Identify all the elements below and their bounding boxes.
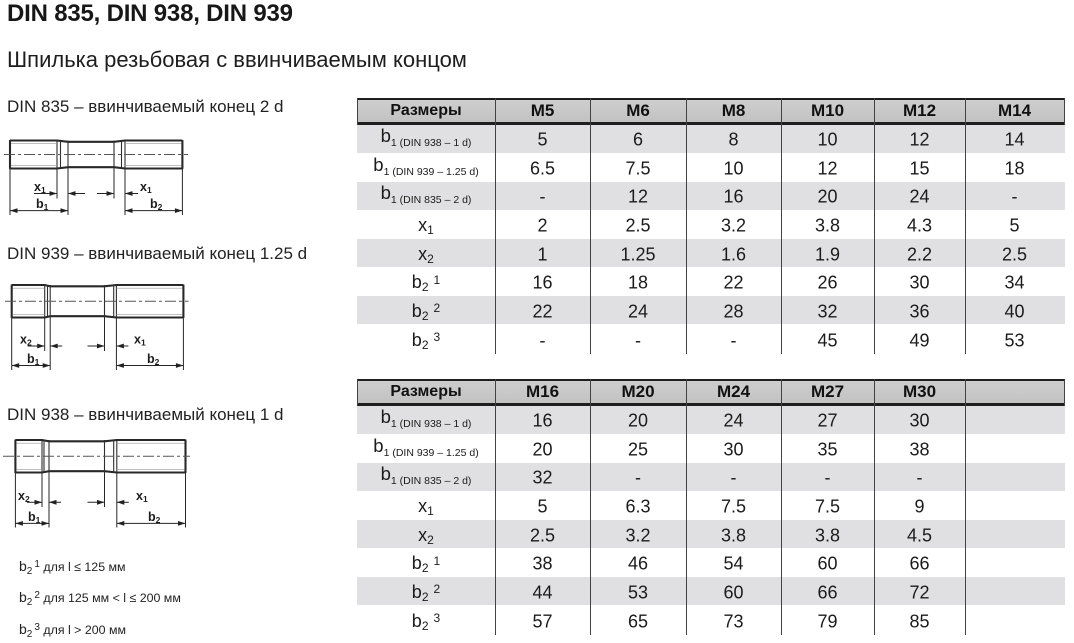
svg-text:x1: x1 bbox=[136, 489, 148, 504]
svg-text:x2: x2 bbox=[20, 333, 32, 348]
svg-text:x1: x1 bbox=[140, 180, 152, 195]
svg-text:b2: b2 bbox=[150, 197, 163, 212]
svg-text:b1: b1 bbox=[28, 510, 41, 525]
svg-text:b2: b2 bbox=[148, 510, 161, 525]
svg-text:b2: b2 bbox=[147, 352, 160, 367]
svg-text:b1: b1 bbox=[27, 352, 40, 367]
svg-text:b1: b1 bbox=[36, 197, 49, 212]
svg-text:x1: x1 bbox=[134, 333, 146, 348]
svg-text:x2: x2 bbox=[18, 489, 30, 504]
svg-text:x1: x1 bbox=[34, 180, 46, 195]
